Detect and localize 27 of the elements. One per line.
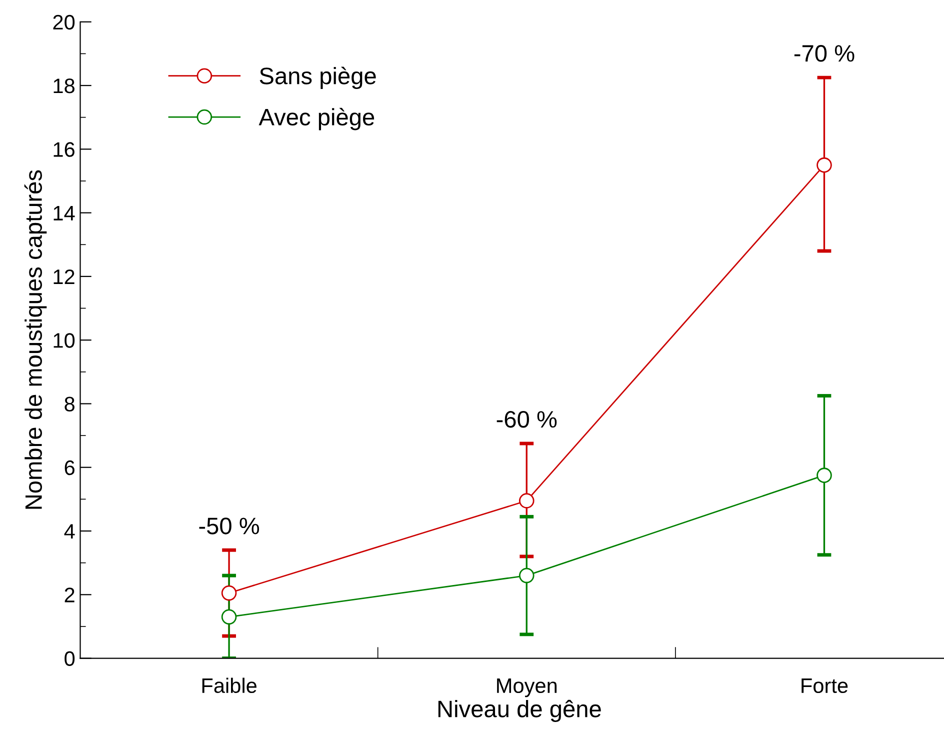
- y-tick-label: 6: [64, 460, 74, 476]
- y-tick-label: 18: [54, 78, 74, 94]
- annotation: -50 %: [199, 518, 260, 534]
- x-axis-title: Niveau de gêne: [438, 700, 601, 722]
- annotation: -60 %: [496, 411, 557, 428]
- point: [519, 568, 534, 584]
- y-tick-label: 20: [53, 14, 75, 30]
- legend-label: Sans piège: [260, 66, 376, 90]
- y-tick-label: 8: [64, 396, 74, 412]
- y-tick-label: 0: [64, 651, 75, 666]
- legend-label: Avec piège: [258, 108, 374, 130]
- x-tick-label: Moyen: [497, 678, 557, 698]
- annotation: -70 %: [794, 45, 854, 62]
- point: [221, 609, 237, 625]
- point: [519, 493, 534, 508]
- y-tick-label: 14: [54, 206, 75, 220]
- point: [816, 468, 832, 483]
- point: [816, 157, 832, 173]
- point: [221, 585, 237, 601]
- y-tick-label: 10: [54, 333, 75, 348]
- y-tick-label: 16: [54, 142, 74, 157]
- x-tick-label: Forte: [802, 678, 848, 694]
- y-tick-label: 4: [64, 524, 75, 539]
- y-tick-label: 2: [64, 588, 74, 602]
- y-tick-label: 12: [54, 269, 74, 284]
- y-axis-title: Nombre de moustiques capturés: [24, 170, 47, 509]
- x-tick-label: Faible: [202, 678, 256, 694]
